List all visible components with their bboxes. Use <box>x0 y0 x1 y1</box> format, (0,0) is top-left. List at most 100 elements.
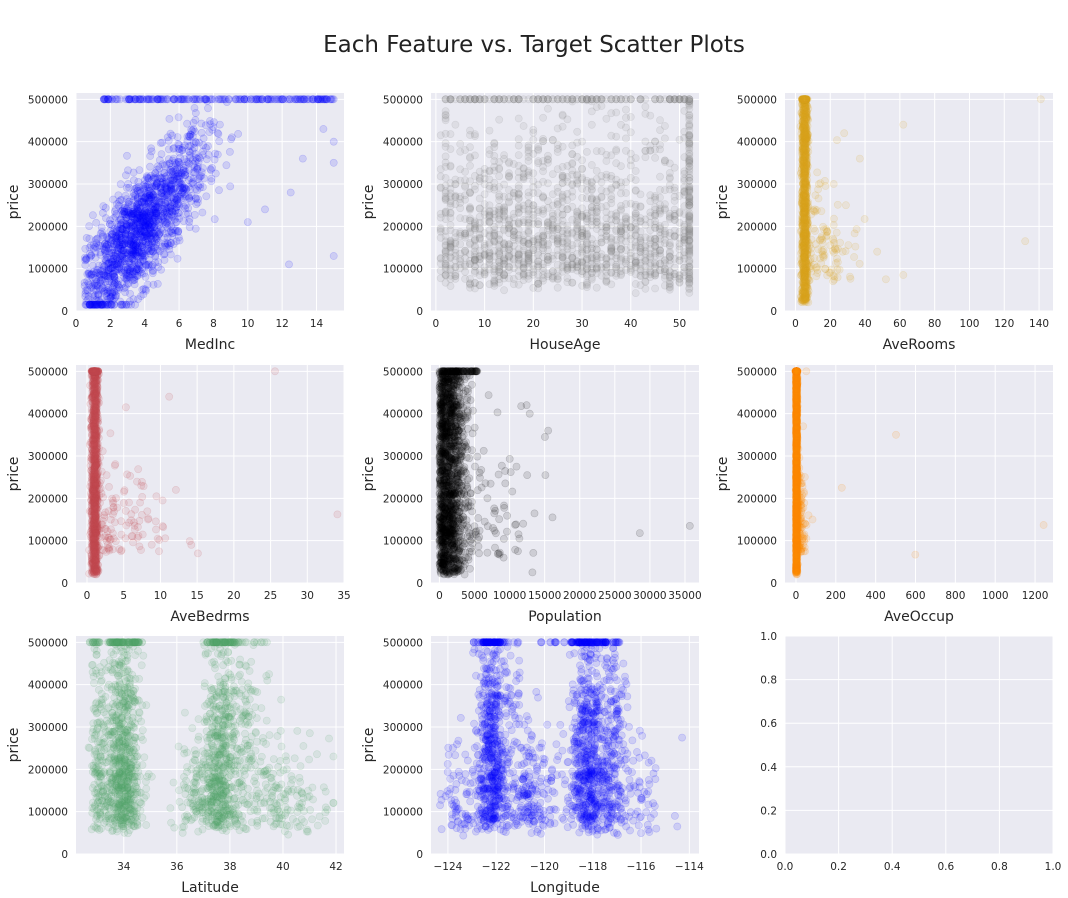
scatter-point <box>583 283 591 291</box>
scatter-point <box>441 116 450 125</box>
scatter-point <box>174 140 183 148</box>
scatter-point <box>161 241 170 249</box>
scatter-point <box>140 228 149 236</box>
scatter-point <box>112 260 121 269</box>
scatter-point <box>175 186 184 195</box>
scatter-point <box>833 265 842 274</box>
scatter-point <box>127 248 136 256</box>
scatter-point <box>641 284 650 293</box>
scatter-point <box>136 257 145 266</box>
scatter-point <box>631 213 640 222</box>
scatter-point <box>563 177 572 186</box>
scatter-point <box>163 133 172 142</box>
scatter-point <box>191 149 200 158</box>
scatter-point <box>129 239 138 248</box>
scatter-point <box>587 161 596 169</box>
scatter-point <box>162 171 171 180</box>
scatter-point <box>524 167 533 175</box>
scatter-point <box>161 95 170 104</box>
subplot-grid: 0 2 4 6 8 10 12 1401000002000003000004000005000… <box>6 93 1061 896</box>
scatter-point <box>95 296 103 305</box>
scatter-point <box>176 192 185 201</box>
scatter-point <box>83 285 91 294</box>
scatter-point <box>539 95 547 104</box>
scatter-point <box>80 278 89 287</box>
scatter-point <box>107 248 116 257</box>
scatter-point <box>142 232 151 241</box>
scatter-point <box>112 225 121 234</box>
scatter-point <box>155 164 164 173</box>
scatter-point <box>670 192 679 201</box>
x-axis-label: HouseAge <box>530 337 601 353</box>
scatter-point <box>470 241 479 250</box>
scatter-point <box>86 300 95 309</box>
scatter-point <box>851 242 860 251</box>
y-tick-label: 200000 <box>737 221 777 233</box>
scatter-point <box>631 176 640 184</box>
x-tick-label: 0 <box>792 318 799 330</box>
scatter-point <box>158 138 167 147</box>
scatter-point <box>136 203 145 212</box>
scatter-point <box>524 219 533 228</box>
scatter-point <box>140 184 148 193</box>
scatter-point <box>199 134 208 143</box>
scatter-point <box>505 262 513 271</box>
x-tick-label: 20 <box>527 318 540 330</box>
scatter-point <box>139 181 148 190</box>
scatter-point <box>129 239 138 248</box>
scatter-point <box>626 249 635 257</box>
scatter-point <box>179 164 188 172</box>
scatter-point <box>168 198 176 207</box>
scatter-point <box>196 180 205 189</box>
scatter-point <box>186 148 195 157</box>
scatter-point <box>184 175 193 184</box>
scatter-point <box>138 233 147 242</box>
scatter-point <box>544 155 552 164</box>
x-tick-label: 20 <box>824 318 837 330</box>
scatter-point <box>1021 237 1030 246</box>
scatter-point <box>798 290 807 299</box>
y-tick-label: 500000 <box>28 94 68 106</box>
scatter-point <box>461 253 469 262</box>
scatter-point <box>90 297 99 306</box>
scatter-point <box>544 246 552 255</box>
scatter-point <box>131 232 140 241</box>
scatter-point <box>214 130 223 138</box>
scatter-point <box>622 178 630 186</box>
scatter-point <box>118 230 126 239</box>
scatter-point <box>155 247 164 256</box>
scatter-point <box>573 127 582 136</box>
scatter-point <box>130 270 139 279</box>
scatter-point <box>133 205 142 213</box>
scatter-point <box>451 175 460 184</box>
scatter-point <box>194 158 203 166</box>
scatter-point <box>119 205 127 214</box>
scatter-point <box>146 218 155 226</box>
scatter-point <box>612 175 621 184</box>
scatter-point <box>636 236 645 244</box>
x-tick-label: 0 <box>433 318 440 330</box>
scatter-point <box>165 159 174 168</box>
scatter-point <box>534 284 543 293</box>
scatter-point <box>441 192 450 201</box>
scatter-point <box>798 156 807 164</box>
y-tick-label: 400000 <box>737 137 777 149</box>
scatter-point <box>210 155 219 164</box>
scatter-point <box>899 120 908 129</box>
scatter-point <box>172 196 181 205</box>
scatter-point <box>118 257 127 265</box>
scatter-point <box>873 247 882 256</box>
scatter-point <box>162 206 170 215</box>
scatter-point <box>514 202 523 210</box>
scatter-point <box>162 185 171 194</box>
scatter-point <box>833 136 841 144</box>
scatter-point <box>100 267 109 276</box>
scatter-point <box>800 204 809 213</box>
scatter-point <box>111 265 119 274</box>
scatter-point <box>126 209 134 218</box>
scatter-point <box>150 215 159 224</box>
scatter-point <box>548 223 557 232</box>
scatter-point <box>583 147 591 156</box>
scatter-point <box>505 171 513 180</box>
scatter-point <box>646 146 655 155</box>
